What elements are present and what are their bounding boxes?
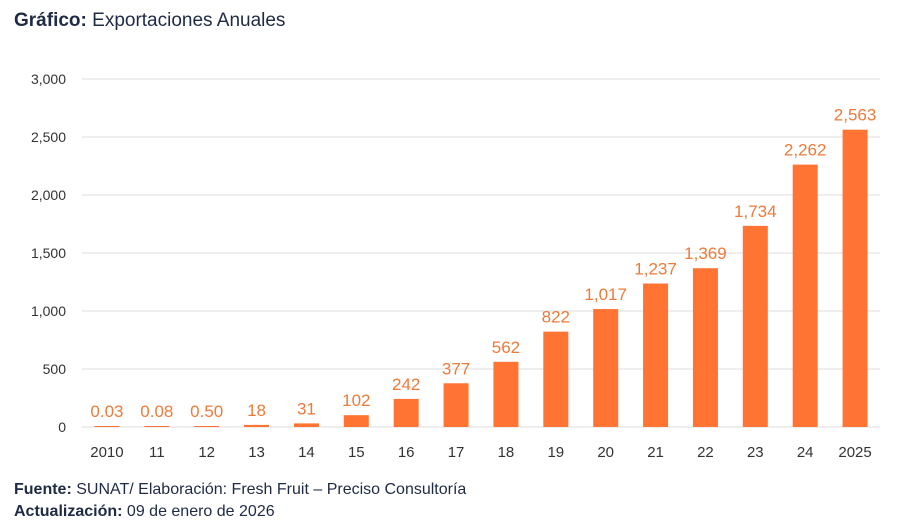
data-label: 1,369 (684, 244, 727, 263)
x-tick-label: 17 (448, 444, 465, 461)
x-tick-label: 13 (248, 444, 265, 461)
bar (593, 309, 619, 427)
x-tick-label: 22 (697, 444, 714, 461)
data-label: 1,237 (634, 260, 677, 279)
data-label: 0.03 (90, 402, 123, 421)
y-tick-label: 500 (43, 361, 67, 377)
x-tick-label: 23 (747, 444, 764, 461)
y-tick-label: 3,000 (31, 71, 66, 87)
data-label: 1,017 (584, 285, 627, 304)
x-tick-label: 24 (797, 444, 814, 461)
bar (742, 225, 768, 427)
data-label: 102 (342, 391, 370, 410)
update-label: Actualización: (14, 503, 123, 520)
bar (293, 423, 319, 427)
bar (792, 164, 818, 427)
bar (543, 331, 569, 427)
data-label: 822 (542, 308, 570, 327)
data-label: 1,734 (734, 202, 777, 221)
data-label: 2,563 (834, 106, 877, 125)
bar (443, 383, 469, 427)
y-tick-label: 2,500 (31, 129, 66, 145)
bar (244, 424, 270, 427)
source-label: Fuente: (14, 481, 72, 498)
data-label: 0.50 (190, 402, 223, 421)
bar-chart: 0 500 1,000 1,500 2,000 2,500 3,000 0.03 2010 0.0… (31, 71, 880, 461)
data-label: 0.08 (140, 402, 173, 421)
x-tick-label: 2025 (838, 444, 871, 461)
bar (393, 398, 419, 427)
x-tick-label: 16 (398, 444, 415, 461)
x-tick-label: 20 (597, 444, 614, 461)
chart-title-text: Exportaciones Anuales (92, 10, 286, 31)
bar (194, 426, 220, 427)
data-label: 377 (442, 359, 470, 378)
source-text: SUNAT/ Elaboración: Fresh Fruit – Precis… (76, 481, 467, 498)
bar (643, 283, 669, 427)
chart-title-label: Gráfico: (14, 10, 87, 31)
update-note: Actualización: 09 de enero de 2026 (14, 503, 275, 521)
data-label: 562 (492, 338, 520, 357)
update-text: 09 de enero de 2026 (126, 503, 275, 520)
x-tick-label: 21 (647, 444, 664, 461)
y-tick-label: 1,000 (31, 303, 66, 319)
x-tick-label: 14 (298, 444, 315, 461)
chart-title: Gráfico: Exportaciones Anuales (14, 10, 285, 32)
x-tick-label: 12 (198, 444, 215, 461)
bar (692, 268, 718, 427)
bar (343, 415, 369, 427)
x-tick-label: 11 (149, 444, 165, 461)
x-tick-label: 15 (348, 444, 365, 461)
y-tick-label: 2,000 (31, 187, 66, 203)
bar (94, 426, 120, 427)
x-tick-label: 19 (547, 444, 564, 461)
bar (144, 426, 170, 427)
source-note: Fuente: SUNAT/ Elaboración: Fresh Fruit … (14, 481, 466, 499)
data-label: 2,262 (784, 141, 827, 160)
y-tick-label: 1,500 (31, 245, 66, 261)
data-label: 18 (247, 401, 266, 420)
y-tick-label: 0 (58, 419, 66, 435)
x-tick-label: 2010 (90, 444, 123, 461)
bar (842, 129, 868, 427)
data-label: 242 (392, 375, 420, 394)
data-label: 31 (297, 399, 316, 418)
x-tick-label: 18 (498, 444, 515, 461)
bar (493, 361, 519, 427)
